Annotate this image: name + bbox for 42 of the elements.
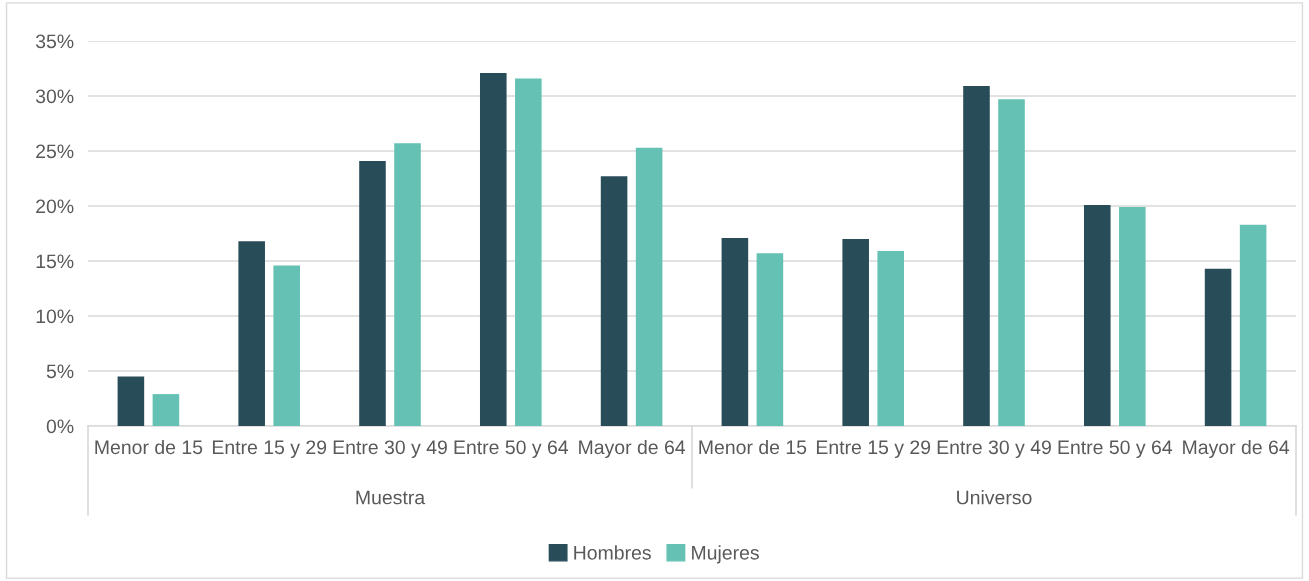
x-tick-label: Mayor de 64	[1183, 439, 1290, 459]
bar	[1119, 207, 1146, 426]
bar	[721, 237, 749, 426]
bar	[152, 394, 180, 426]
x-tick-label: Entre 50 y 64	[454, 440, 569, 459]
x-tick-label: Entre 30 y 49	[333, 440, 447, 459]
y-tick-label: 25%	[36, 144, 74, 159]
bar	[1204, 268, 1232, 426]
x-tick-label: Entre 15 y 29	[212, 440, 327, 459]
bar	[842, 239, 869, 426]
y-tick-label: 10%	[36, 309, 74, 324]
x-tick-label: Entre 50 y 64	[1058, 440, 1173, 459]
bar	[963, 86, 990, 426]
bar	[756, 253, 784, 426]
x-tick-label: Menor de 15	[699, 439, 807, 455]
bar	[1239, 224, 1267, 426]
bar	[273, 265, 300, 426]
text: Muestra	[356, 490, 426, 505]
y-tick-label: 5%	[46, 364, 74, 379]
y-tick-label: 20%	[36, 199, 74, 214]
y-tick-label: 0%	[46, 419, 74, 434]
bar	[480, 72, 507, 426]
bar	[359, 160, 386, 426]
y-tick-label: 30%	[35, 89, 74, 104]
bar	[1084, 204, 1111, 426]
bar	[877, 251, 904, 426]
bar	[998, 99, 1025, 426]
x-tick-label: Mayor de 64	[579, 439, 686, 459]
x-tick-label: Entre 30 y 49	[937, 440, 1051, 459]
bar	[600, 176, 628, 426]
x-tick-label: Entre 15 y 29	[816, 440, 931, 459]
bar	[394, 143, 421, 426]
bar	[515, 78, 542, 426]
text: Universo	[957, 490, 1032, 505]
bar	[238, 241, 265, 426]
y-tick-label: 15%	[36, 254, 74, 269]
bar	[117, 376, 145, 426]
legend-label: Mujeres	[692, 545, 759, 564]
y-tick-label: 35%	[35, 34, 74, 49]
legend-label: Hombres	[574, 545, 651, 560]
x-tick-label: Menor de 15	[95, 439, 203, 455]
bar	[635, 147, 663, 426]
